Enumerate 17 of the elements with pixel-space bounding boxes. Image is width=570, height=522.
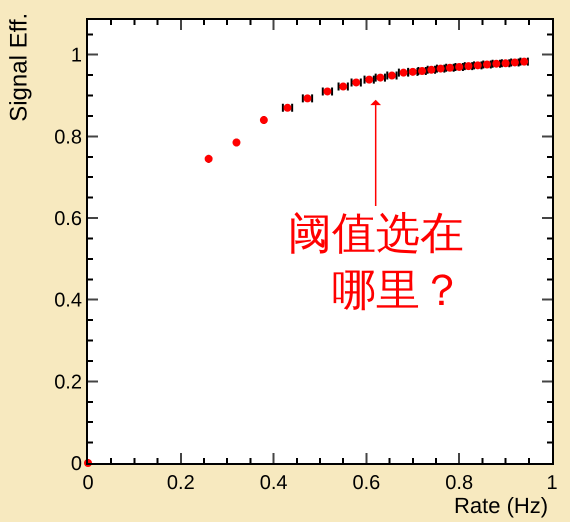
y-tick-label: 0.8 xyxy=(54,126,82,148)
x-tick-label: 0.2 xyxy=(166,472,195,494)
annotation: 阈值选在哪里？ xyxy=(288,208,464,316)
point xyxy=(260,116,268,124)
x-tick-label: 1 xyxy=(546,472,558,494)
point xyxy=(204,154,213,163)
y-axis-title: Signal Eff. xyxy=(6,12,32,122)
y-tick-label: 1 xyxy=(70,44,82,67)
x-axis-title: Rate (Hz) xyxy=(454,493,548,518)
y-tick-label: 0.4 xyxy=(54,290,82,312)
y-tick-label: 0.6 xyxy=(54,208,82,230)
x-tick-label: 0.8 xyxy=(445,472,474,494)
x-tick-label: 0.6 xyxy=(352,472,380,494)
point xyxy=(232,138,240,146)
x-tick-label: 0.4 xyxy=(260,472,288,494)
y-tick-label: 0 xyxy=(70,453,82,475)
y-tick-label: 0.2 xyxy=(54,371,82,394)
